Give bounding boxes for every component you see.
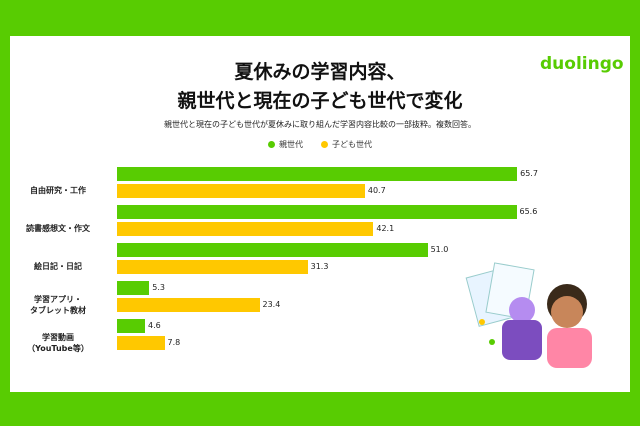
value-label: 65.7 [520,169,538,178]
value-label: 23.4 [262,299,281,309]
value-label: 5.3 [152,283,165,292]
legend-swatch [321,141,328,148]
bar [117,297,260,312]
category-label: 自由研究・工作 [30,186,86,195]
bar [117,335,165,350]
bar [117,183,365,198]
legend-swatch [268,141,275,148]
bar [117,319,145,333]
chart-title: 夏休みの学習内容、 親世代と現在の子ども世代で変化 [177,61,463,112]
value-label: 51.0 [430,245,449,254]
legend-item: 子ども世代 [321,139,372,150]
bar [117,243,428,257]
illustration [465,262,592,368]
value-label: 4.6 [148,321,161,330]
legend-label: 親世代 [279,140,303,149]
bar [117,281,150,295]
value-label: 7.8 [167,337,181,347]
category-label: 絵日記・日記 [34,262,82,271]
bar [117,259,308,274]
value-label: 40.7 [367,185,386,195]
legend-item: 親世代 [268,139,303,150]
chart-subtitle: 親世代と現在の子ども世代が夏休みに取り組んだ学習内容比較の一部抜粋。複数回答。 [164,120,476,129]
category-label: 学習動画 （YouTube等） [27,332,89,353]
value-label: 42.1 [376,223,395,233]
legend-label: 子ども世代 [332,140,372,149]
bar [117,167,518,181]
bar [117,205,517,219]
legend: 親世代 子ども世代 [0,139,640,150]
value-label: 31.3 [310,261,329,271]
bar [117,221,374,236]
value-label: 65.6 [519,207,538,216]
category-label: 読書感想文・作文 [26,224,90,233]
category-label: 学習アプリ・ タブレット教材 [30,294,86,315]
logo: duolingo [540,54,624,74]
